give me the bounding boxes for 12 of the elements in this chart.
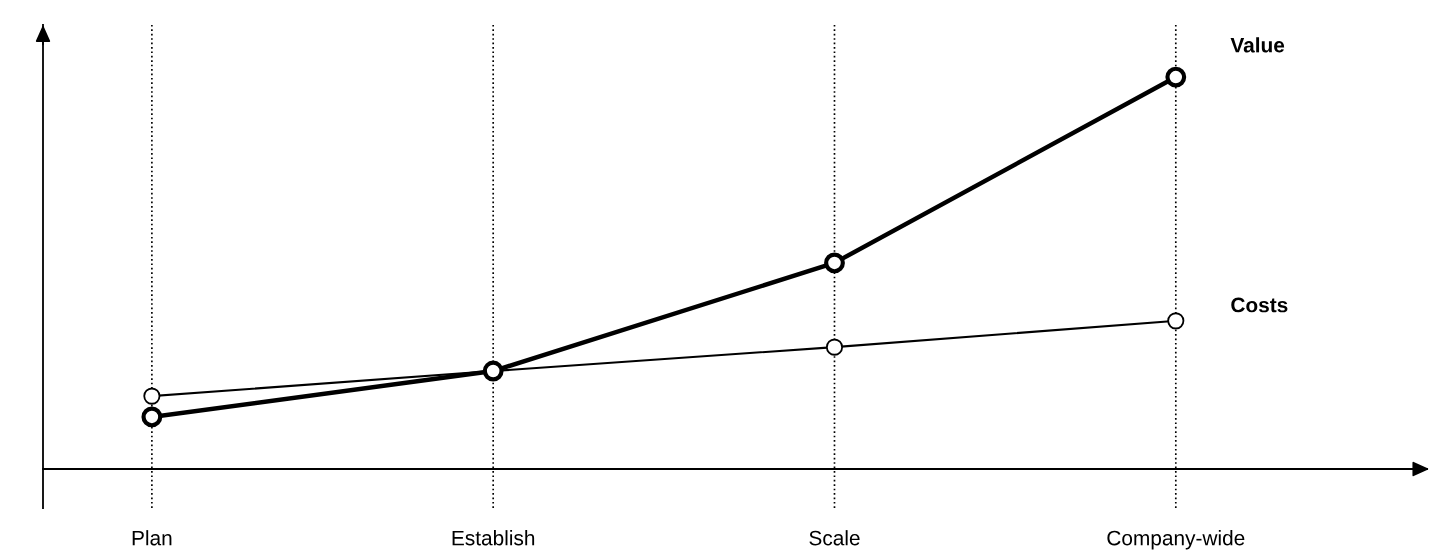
point	[824, 252, 845, 274]
x-tick-label: Scale	[809, 530, 860, 546]
text: Value	[1230, 37, 1285, 53]
x-tick-label: Establish	[452, 530, 535, 546]
point	[825, 338, 844, 356]
point	[1167, 312, 1185, 330]
x-tick-label: Company-wide	[1107, 530, 1245, 550]
point	[141, 406, 163, 428]
text: Costs	[1231, 297, 1288, 313]
point	[143, 387, 161, 405]
x-tick-label: Plan	[132, 530, 172, 546]
point	[1165, 66, 1187, 88]
